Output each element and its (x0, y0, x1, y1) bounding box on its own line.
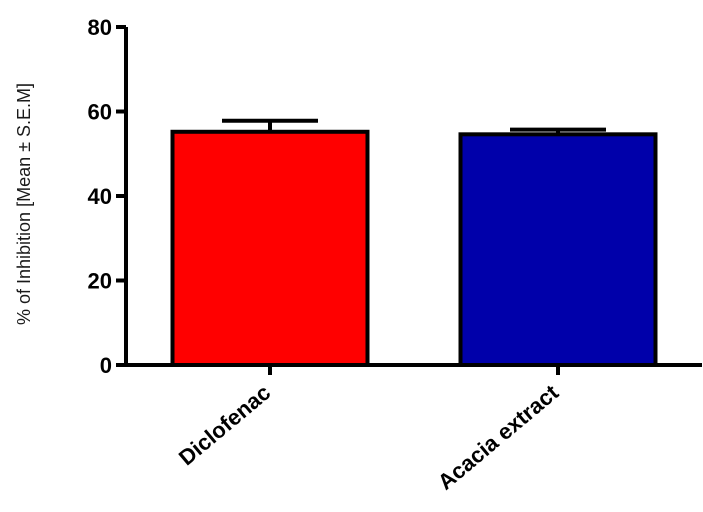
y-tick-label: 60 (88, 100, 112, 125)
y-tick-label: 80 (88, 15, 112, 40)
y-axis-title: % of Inhibition [Mean ± S.E.M] (14, 83, 34, 325)
x-axis-ticks: Diclofenac Acacia extract (174, 365, 564, 495)
bar (461, 134, 656, 365)
x-tick-label: Acacia extract (433, 379, 564, 494)
bars (173, 121, 656, 365)
y-tick-label: 0 (100, 353, 112, 378)
bar (173, 132, 368, 365)
y-axis-ticks: 0 20 40 60 80 (88, 15, 126, 378)
y-tick-label: 20 (88, 269, 112, 294)
x-tick-label: Diclofenac (174, 380, 275, 471)
y-tick-label: 40 (88, 184, 112, 209)
